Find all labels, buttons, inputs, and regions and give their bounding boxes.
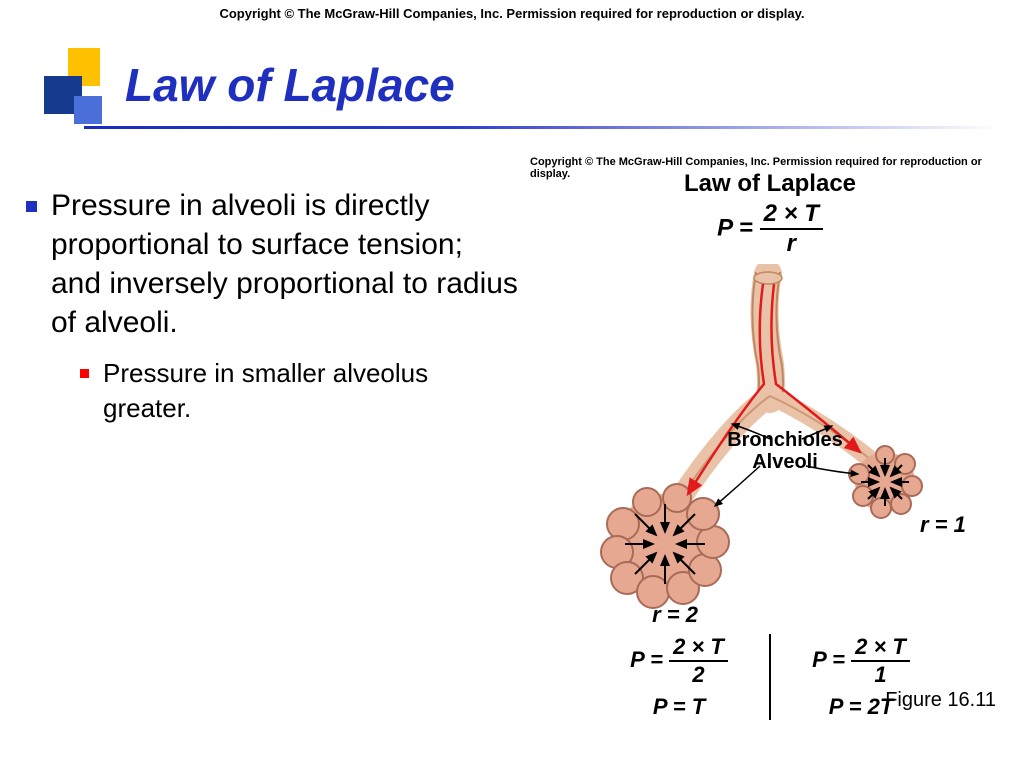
bullet-level1: Pressure in alveoli is directly proporti… xyxy=(20,186,520,342)
left-result: P = T xyxy=(589,694,769,720)
formula-numerator: 2 × T xyxy=(760,200,823,230)
figure-caption: Figure 16.11 xyxy=(885,689,996,712)
label-bronchioles: Bronchioles xyxy=(727,429,843,451)
label-alveoli: Alveoli xyxy=(752,451,818,473)
bullet-list: Pressure in alveoli is directly proporti… xyxy=(20,186,520,426)
right-frac-num: 2 × T xyxy=(851,634,910,662)
slide-title: Law of Laplace xyxy=(125,58,455,112)
bottom-formula-left: P = 2 × T 2 P = T xyxy=(589,634,769,720)
figure-main-formula: P = 2 × T r xyxy=(540,200,1000,258)
bullet-level2: Pressure in smaller alveolus greater. xyxy=(80,356,520,426)
figure-region: Law of Laplace P = 2 × T r xyxy=(540,170,1000,730)
alveoli-diagram: Bronchioles Alveoli r = 2 r = 1 xyxy=(560,264,980,624)
formula-fraction: 2 × T r xyxy=(760,200,823,258)
bullet-level1-text: Pressure in alveoli is directly proporti… xyxy=(51,186,520,342)
bullet-level2-text: Pressure in smaller alveolus greater. xyxy=(103,356,520,426)
bullet-square-icon xyxy=(80,369,89,378)
left-frac-num: 2 × T xyxy=(669,634,728,662)
left-frac-den: 2 xyxy=(669,662,728,688)
title-underline xyxy=(84,126,1000,129)
slide-header: Law of Laplace xyxy=(20,48,1000,158)
slide-logo xyxy=(44,48,114,138)
formula-lhs: P = xyxy=(717,214,753,241)
label-r-right: r = 1 xyxy=(920,512,966,537)
bullet-square-icon xyxy=(26,201,37,212)
copyright-top: Copyright © The McGraw-Hill Companies, I… xyxy=(0,6,1024,21)
label-r-left: r = 2 xyxy=(652,602,699,624)
formula-denominator: r xyxy=(760,230,823,258)
right-frac-den: 1 xyxy=(851,662,910,688)
figure-heading: Law of Laplace xyxy=(540,170,1000,198)
